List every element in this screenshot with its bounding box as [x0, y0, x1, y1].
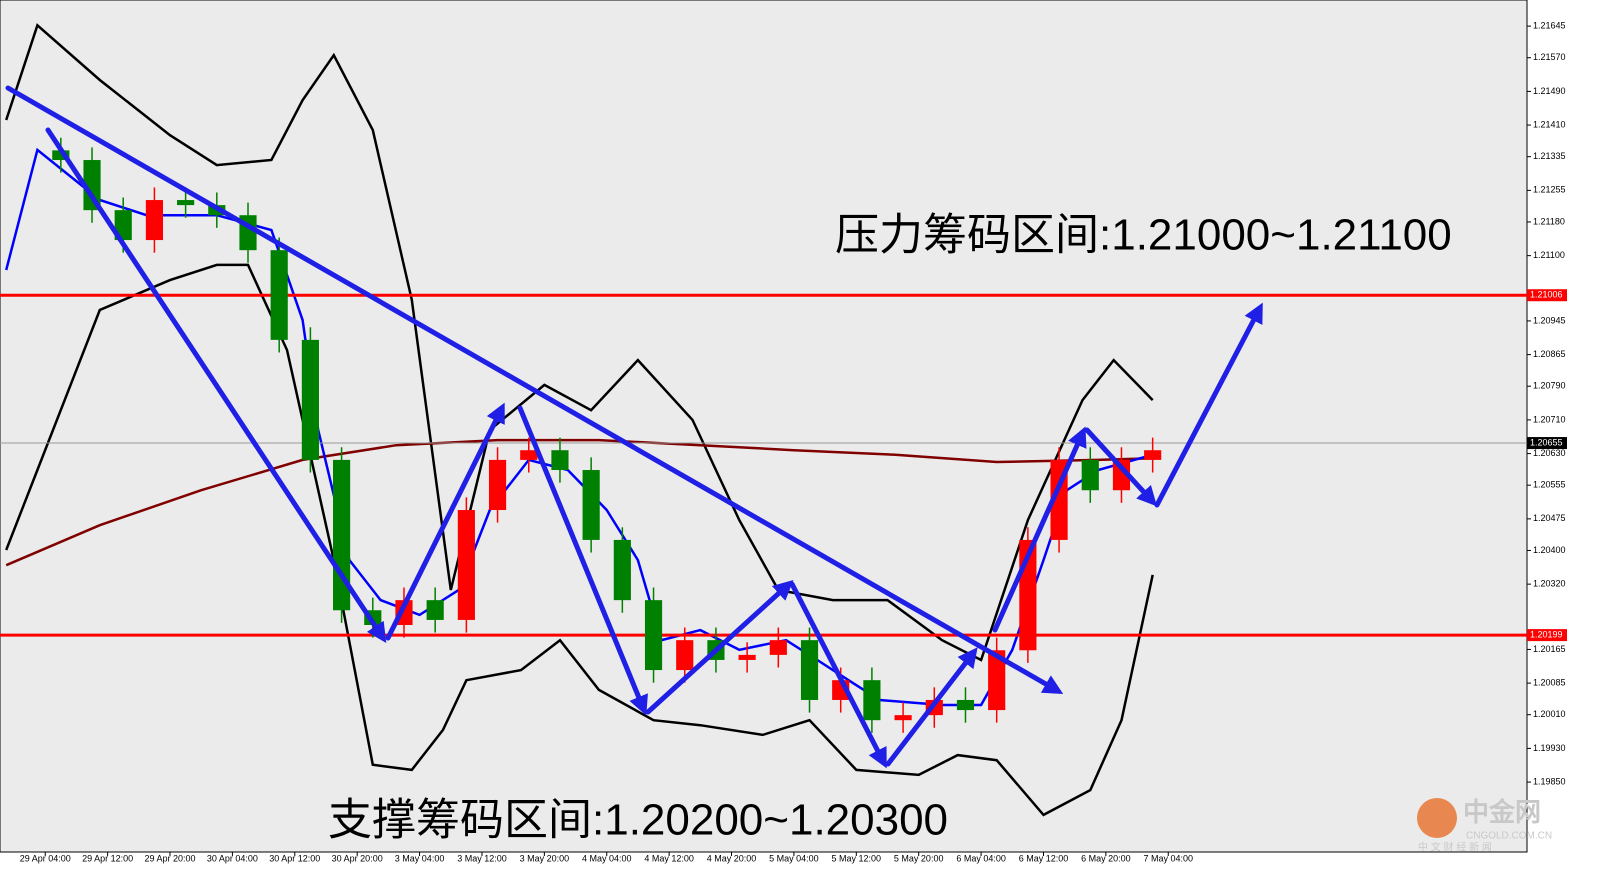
arrow [1084, 427, 1158, 507]
level-box [1527, 289, 1567, 302]
y-tick-label: 1.21180 [1533, 216, 1565, 226]
x-tick-label: 29 Apr 04:00 [20, 853, 71, 863]
y-tick-label: 1.20085 [1533, 677, 1566, 687]
x-tick-label: 5 May 20:00 [894, 853, 944, 863]
x-tick-label: 3 May 12:00 [457, 853, 507, 863]
arrow [992, 426, 1087, 633]
indicator-line [5, 438, 1153, 567]
x-tick-label: 30 Apr 20:00 [332, 853, 383, 863]
x-tick-label: 7 May 04:00 [1143, 853, 1193, 863]
y-tick-label: 1.21100 [1533, 250, 1565, 260]
y-tick-label: 1.21335 [1533, 151, 1566, 161]
candle-body [114, 210, 132, 241]
candle-body [800, 640, 819, 700]
arrow [885, 647, 978, 767]
current-price-box [1527, 437, 1567, 450]
candle-body [551, 450, 569, 471]
candle-body [145, 200, 163, 241]
y-tick-label: 1.21645 [1533, 20, 1566, 30]
y-tick-label: 1.19930 [1533, 743, 1566, 753]
y-tick-label: 1.20710 [1533, 414, 1566, 424]
x-tick-label: 5 May 04:00 [769, 853, 819, 863]
x-tick-label: 6 May 12:00 [1019, 853, 1069, 863]
x-tick-label: 3 May 04:00 [395, 853, 445, 863]
annotation: 支撑筹码区间:1.20200~1.20300 [328, 796, 948, 845]
candle-body [582, 470, 600, 540]
arrow [385, 402, 505, 641]
x-tick-label: 29 Apr 20:00 [144, 853, 195, 863]
y-tick-label: 1.21570 [1533, 52, 1566, 62]
candle-body [613, 539, 631, 601]
watermark-site: CNGOLD.COM.CN [1466, 831, 1552, 842]
watermark-logo: 中金网 [1463, 797, 1541, 827]
x-tick-label: 6 May 04:00 [956, 853, 1006, 863]
arrow [789, 581, 887, 769]
y-tick-label: 1.20630 [1533, 448, 1566, 458]
candle-body [644, 600, 663, 671]
y-tick-label: 1.20555 [1533, 480, 1566, 490]
trend-arrows [5, 85, 1263, 769]
annotation: 压力筹码区间:1.21000~1.21100 [835, 211, 1452, 260]
y-tick-label: 1.21255 [1533, 185, 1566, 195]
x-tick-label: 4 May 04:00 [582, 853, 632, 863]
x-tick-label: 30 Apr 04:00 [207, 853, 258, 863]
candle-body [863, 680, 881, 721]
candle-body [488, 459, 507, 511]
indicator-line [5, 263, 1154, 817]
candle-body [1112, 459, 1131, 491]
x-tick-label: 3 May 20:00 [520, 853, 570, 863]
candle-body [738, 654, 756, 660]
indicator-line [4, 147, 1154, 707]
arrow [5, 85, 1064, 694]
candle-body [457, 510, 475, 620]
y-tick-label: 1.20320 [1533, 579, 1566, 589]
candle-body [520, 450, 538, 460]
arrow [45, 127, 387, 644]
x-tick-label: 4 May 20:00 [707, 853, 757, 863]
x-tick-label: 29 Apr 12:00 [82, 853, 133, 863]
y-tick-label: 1.20945 [1533, 315, 1566, 325]
candle-body [426, 600, 444, 620]
level-box [1527, 629, 1567, 642]
y-tick-label: 1.19850 [1533, 776, 1566, 786]
candle-body [769, 640, 787, 655]
candle-body [177, 200, 195, 206]
y-tick-label: 1.20865 [1533, 349, 1566, 359]
current-price-label: 1.20655 [1530, 437, 1563, 447]
y-tick-label: 1.20165 [1533, 644, 1566, 654]
plot-area [0, 0, 1528, 853]
y-tick-label: 1.20475 [1533, 513, 1566, 523]
y-tick-label: 1.20010 [1533, 709, 1566, 719]
candle-body [270, 250, 288, 340]
candle-body [52, 150, 70, 161]
y-tick-label: 1.20790 [1533, 381, 1566, 391]
candle-body [1144, 450, 1162, 460]
x-tick-label: 5 May 12:00 [832, 853, 882, 863]
candle-body [301, 339, 319, 460]
level-label: 1.20199 [1530, 629, 1563, 639]
x-tick-label: 4 May 12:00 [644, 853, 694, 863]
candle-body [1081, 459, 1099, 491]
y-tick-label: 1.21490 [1533, 86, 1566, 96]
candle-body [988, 650, 1006, 711]
x-tick-label: 6 May 20:00 [1081, 853, 1131, 863]
candle-body [956, 699, 975, 711]
arrow [517, 405, 648, 716]
logo-icon [1417, 798, 1457, 838]
arrow [1154, 302, 1263, 508]
candle-body [894, 715, 912, 721]
y-tick-label: 1.20400 [1533, 545, 1566, 555]
level-label: 1.21006 [1530, 290, 1563, 300]
y-tick-label: 1.21410 [1533, 119, 1566, 129]
watermark-slogan: 中 文 财 经 新 闻 [1418, 841, 1492, 854]
candle-body [676, 640, 694, 671]
candle-body [83, 160, 101, 211]
x-tick-label: 30 Apr 12:00 [269, 853, 320, 863]
arrow [645, 579, 794, 715]
